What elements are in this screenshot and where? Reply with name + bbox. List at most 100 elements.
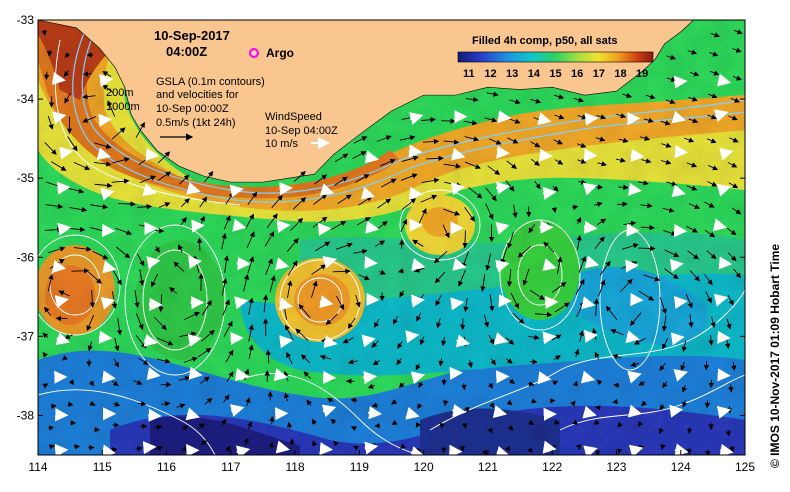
current-arrow [327,397,334,403]
wind-arrow [409,112,424,125]
current-arrow [530,158,540,166]
current-arrow [398,382,405,389]
current-arrow [637,421,644,428]
current-arrow [506,160,517,169]
current-arrow [660,444,666,451]
current-arrow [248,297,254,315]
current-arrow [615,157,626,163]
wind-arrow [673,369,688,382]
y-tick-label: -36 [17,250,35,264]
current-arrow [111,178,130,184]
current-arrow [489,293,495,312]
current-arrow [640,400,647,407]
current-arrow [422,138,440,145]
wind-arrow [273,368,288,382]
current-arrow [223,320,233,337]
current-arrow [374,318,380,329]
current-arrow [154,316,167,331]
wind-arrow [537,112,552,126]
x-tick-label: 115 [93,460,112,474]
wind-arrow [98,113,113,127]
current-arrow [180,217,187,226]
current-arrow [415,421,421,428]
current-arrow [379,269,386,275]
wind-arrow [630,148,645,162]
current-arrow [682,400,688,408]
current-arrow [312,216,328,228]
wind-arrow [584,255,600,269]
current-arrow [425,155,444,162]
current-arrow [48,443,56,450]
current-arrow [512,312,525,324]
current-arrow [245,397,251,407]
current-arrow [154,424,163,430]
wind-arrow [96,147,111,161]
current-arrow [543,241,555,253]
wind-arrow [537,371,552,385]
wind-arrow [405,330,420,344]
wind-arrow [411,257,426,271]
current-arrow [138,268,145,286]
current-arrow [221,277,228,296]
wind-arrow [673,295,688,310]
wind-arrow [542,258,557,272]
current-arrow [372,359,381,366]
current-arrow [337,194,352,204]
current-arrow [169,287,177,294]
current-arrow [355,294,361,308]
wind-arrow [279,182,293,196]
current-arrow [630,361,640,367]
current-arrow [710,32,720,38]
current-arrow [507,137,519,144]
wind-arrow [99,73,114,88]
current-arrow [605,305,618,321]
current-arrow [490,358,496,366]
current-arrow [293,197,307,210]
current-arrow [154,246,160,253]
current-arrow [552,380,559,386]
current-arrow [312,440,318,447]
wind-arrow [581,296,596,310]
current-arrow [399,443,406,449]
current-arrow [247,421,253,429]
wind-arrow [410,371,426,385]
current-arrow [310,280,318,298]
current-arrow [89,400,96,406]
current-arrow [633,337,646,345]
wind-arrow [368,406,383,420]
wind-arrow [322,256,338,269]
wind-arrow [278,297,293,311]
current-arrow [286,351,293,364]
current-arrow [732,75,742,81]
current-arrow [659,363,666,371]
current-arrow [88,380,95,387]
x-tick-label: 119 [350,460,369,474]
current-arrow [139,175,157,184]
current-arrow [87,341,93,352]
current-arrow [686,162,698,168]
current-arrow [531,398,538,404]
current-arrow [578,255,587,273]
current-arrow [643,274,661,282]
x-tick-label: 117 [221,460,240,474]
current-arrow [220,418,227,426]
current-arrow [660,120,671,126]
current-arrow [553,419,560,425]
current-arrow [458,269,466,287]
current-arrow [419,336,425,346]
wind-arrow [54,295,69,309]
current-arrow [709,51,719,57]
current-arrow [730,97,740,103]
wind-arrow [455,334,471,348]
wind-arrow [142,183,157,197]
current-arrow [463,297,469,313]
wind-arrow [408,186,423,200]
current-arrow [286,421,293,430]
x-tick-label: 125 [735,460,755,474]
current-arrow [298,304,311,318]
x-tick-label: 116 [157,460,176,474]
current-arrow [330,220,347,231]
wind-arrow [497,110,512,124]
current-arrow [221,232,227,250]
current-arrow [134,290,140,309]
